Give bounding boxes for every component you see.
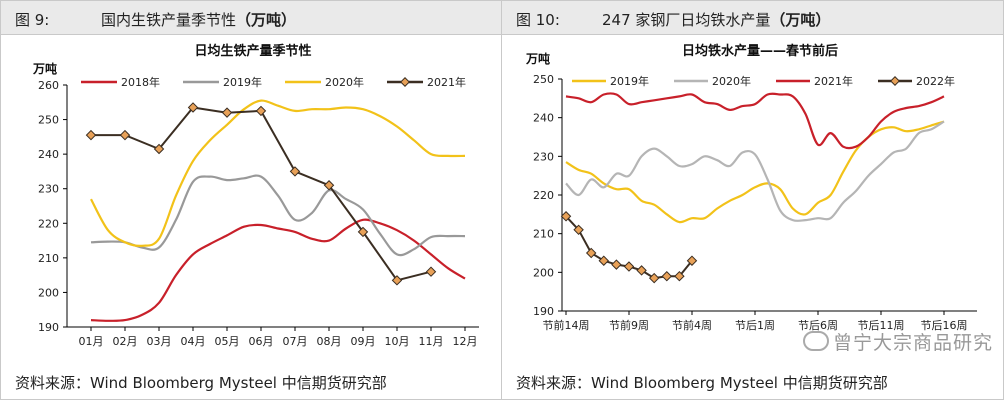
series-line-2018年 xyxy=(90,218,466,322)
data-point-2021年 xyxy=(187,102,199,113)
x-tick-label: 节后11周 xyxy=(858,319,905,332)
series-line-2019年 xyxy=(565,120,945,224)
data-point-2021年 xyxy=(221,107,233,118)
x-tick-label: 07月 xyxy=(283,335,308,348)
data-point-2022年 xyxy=(585,247,597,259)
data-point-2022年 xyxy=(674,270,685,282)
data-point-2021年 xyxy=(153,143,165,155)
figure-9-title-unit: （万吨） xyxy=(236,11,297,29)
series-line-2020年 xyxy=(90,99,466,247)
legend-marker-2021年 xyxy=(400,77,410,87)
legend-label-2020年: 2020年 xyxy=(325,75,364,89)
legend-label-2022年: 2022年 xyxy=(916,74,955,88)
data-point-2022年 xyxy=(686,255,698,266)
y-tick-label: 220 xyxy=(533,189,554,202)
legend-label-2021年: 2021年 xyxy=(427,75,466,89)
x-tick-label: 05月 xyxy=(215,335,240,348)
y-tick-label: 200 xyxy=(533,266,554,279)
legend-marker-2022年 xyxy=(890,76,900,86)
y-tick-label: 240 xyxy=(38,148,59,161)
data-point-2022年 xyxy=(636,265,647,276)
y-tick-label: 200 xyxy=(38,286,59,299)
figure-9-title: 国内生铁产量季节性（万吨） xyxy=(101,9,296,30)
watermark-text: 曾宁大宗商品研究 xyxy=(832,332,993,354)
x-tick-label: 02月 xyxy=(113,335,138,348)
x-tick-label: 节前14周 xyxy=(543,318,590,332)
x-tick-label: 节前9周 xyxy=(609,318,649,332)
x-tick-label: 节后6周 xyxy=(798,319,838,332)
data-point-2021年 xyxy=(289,166,301,177)
figure-10-header: 图 10: 247 家钢厂日均铁水产量（万吨） xyxy=(502,1,1003,35)
x-tick-label: 01月 xyxy=(79,335,104,348)
y-tick-label: 190 xyxy=(38,321,59,334)
figure-9-panel: 图 9: 国内生铁产量季节性（万吨） 日均生铁产量季节性万吨 190 200 210 2… xyxy=(0,0,502,400)
data-point-2021年 xyxy=(357,226,369,238)
data-point-2022年 xyxy=(623,261,635,272)
figure-10-title-unit: （万吨） xyxy=(770,11,831,29)
y-tick-label: 250 xyxy=(38,114,59,127)
y-tick-label: 190 xyxy=(533,305,554,318)
series-line-2021年 xyxy=(565,92,945,150)
figure-10-source: 资料来源：Wind Bloomberg Mysteel 中信期货研究部 xyxy=(516,374,888,392)
legend-label-2021年: 2021年 xyxy=(814,74,853,88)
data-point-2021年 xyxy=(323,180,335,191)
figure-10-title: 247 家钢厂日均铁水产量（万吨） xyxy=(602,9,830,30)
y-tick-label: 230 xyxy=(533,150,554,163)
figure-9-source: 资料来源：Wind Bloomberg Mysteel 中信期货研究部 xyxy=(15,374,387,392)
data-point-2021年 xyxy=(119,129,131,141)
figure-9-number: 图 9: xyxy=(15,11,50,29)
figure-9-title-main: 国内生铁产量季节性 xyxy=(101,11,237,29)
data-point-2022年 xyxy=(648,272,660,284)
chart-title: 日均生铁产量季节性 xyxy=(194,43,311,59)
x-tick-label: 10月 xyxy=(385,335,410,348)
y-tick-label: 220 xyxy=(38,217,59,230)
x-tick-label: 03月 xyxy=(147,335,172,348)
y-tick-label: 210 xyxy=(533,228,554,241)
x-tick-label: 06月 xyxy=(249,335,274,348)
y-tick-label: 230 xyxy=(38,183,59,196)
x-tick-label: 09月 xyxy=(351,335,376,348)
x-tick-label: 节前4周 xyxy=(672,318,712,332)
data-point-2021年 xyxy=(391,275,403,286)
y-tick-label: 210 xyxy=(38,252,59,265)
x-tick-label: 节后1周 xyxy=(735,319,775,332)
legend-label-2020年: 2020年 xyxy=(712,74,751,88)
data-point-2022年 xyxy=(611,259,622,270)
legend-label-2019年: 2019年 xyxy=(223,75,262,89)
figure-10-panel: 图 10: 247 家钢厂日均铁水产量（万吨） 日均铁水产量——春节前后万吨 19… xyxy=(501,0,1004,400)
x-tick-label: 08月 xyxy=(317,335,342,348)
series-line-2020年 xyxy=(565,120,945,223)
data-point-2022年 xyxy=(560,211,572,222)
x-tick-label: 节后16周 xyxy=(921,319,968,332)
series-line-2019年 xyxy=(90,174,466,257)
data-point-2021年 xyxy=(85,129,97,141)
x-tick-label: 04月 xyxy=(181,335,206,348)
x-tick-label: 11月 xyxy=(419,335,444,348)
data-point-2022年 xyxy=(598,255,610,266)
figure-9-header: 图 9: 国内生铁产量季节性（万吨） xyxy=(1,1,501,35)
y-axis-unit-label: 万吨 xyxy=(525,51,550,66)
figure-10-title-main: 247 家钢厂日均铁水产量 xyxy=(602,11,771,29)
y-axis-unit-label: 万吨 xyxy=(32,61,57,76)
data-point-2021年 xyxy=(255,105,267,117)
legend-label-2019年: 2019年 xyxy=(610,74,649,88)
data-point-2022年 xyxy=(661,270,673,282)
legend-label-2018年: 2018年 xyxy=(121,75,160,89)
watermark: 曾宁大宗商品研究 xyxy=(802,328,993,355)
y-tick-label: 260 xyxy=(38,79,59,92)
data-point-2022年 xyxy=(573,224,584,236)
wechat-icon xyxy=(802,331,829,351)
x-tick-label: 12月 xyxy=(453,335,478,348)
chart-title: 日均铁水产量——春节前后 xyxy=(682,43,838,59)
figure-10-number: 图 10: xyxy=(516,11,560,29)
series-line-2021年 xyxy=(91,106,432,282)
y-tick-label: 240 xyxy=(533,112,554,125)
y-tick-label: 250 xyxy=(533,73,554,86)
data-point-2021年 xyxy=(425,266,437,277)
